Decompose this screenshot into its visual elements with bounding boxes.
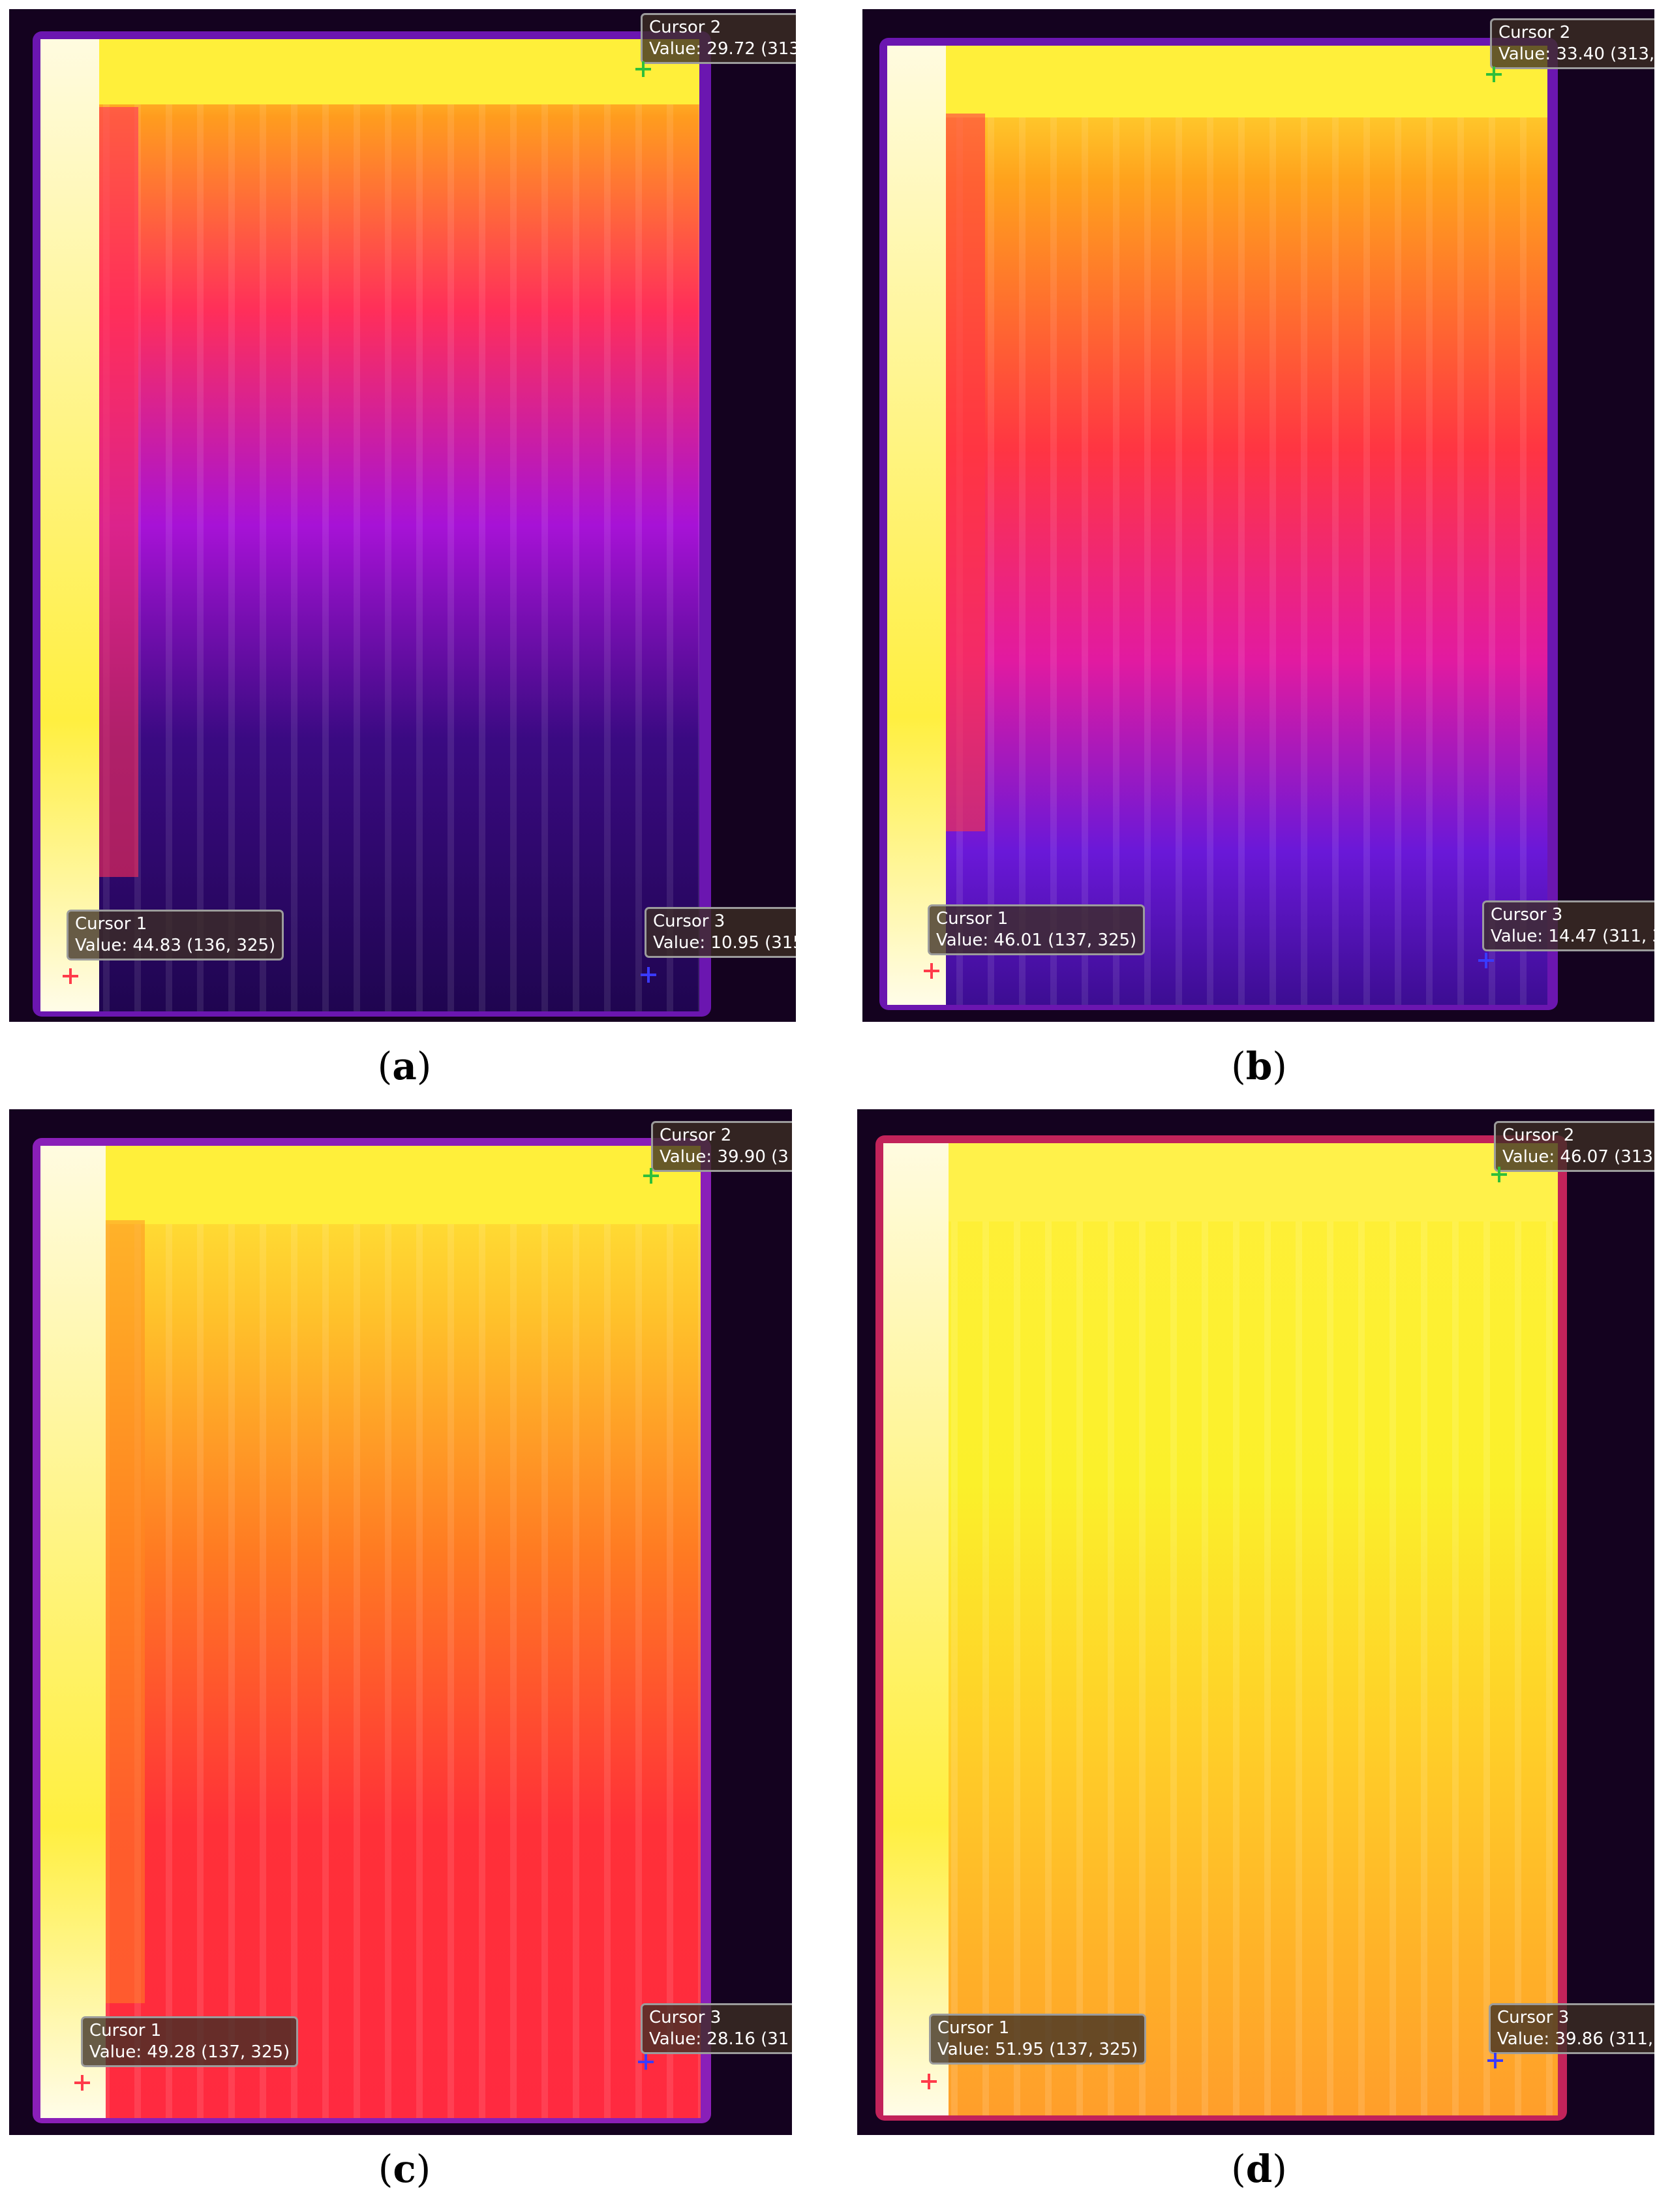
caption-a: (a) (377, 1044, 432, 1088)
cursor-3-label: Cursor 3 Value: 14.47 (311, 3 (1482, 900, 1654, 951)
cursor-1-marker-icon (61, 967, 80, 985)
cursor-3-name: Cursor 3 (653, 912, 725, 931)
cursor-3-value: Value: 10.95 (315 (653, 933, 796, 953)
cursor-2-value: Value: 39.90 (3 (660, 1147, 789, 1167)
cursor-3-marker-icon (1477, 951, 1495, 970)
cursor-3-name: Cursor 3 (1497, 2008, 1570, 2027)
cursor-3-label: Cursor 3 Value: 39.86 (311, (1489, 2003, 1654, 2054)
cursor-2-marker-icon (634, 60, 652, 78)
cursor-1-value: Value: 51.95 (137, 325) (937, 2040, 1138, 2059)
cursor-2-value: Value: 33.40 (313, (1498, 44, 1654, 64)
cursor-2-label: Cursor 2 Value: 46.07 (313 (1494, 1121, 1654, 1172)
cursor-2-marker-icon (642, 1167, 660, 1185)
cursor-2-name: Cursor 2 (649, 18, 722, 37)
cursor-2-label: Cursor 2 Value: 33.40 (313, (1490, 18, 1654, 69)
cursor-2-name: Cursor 2 (1502, 1126, 1575, 1145)
thermal-image-a: Cursor 2 Value: 29.72 (313, Cursor 1 Val… (9, 9, 796, 1022)
cursor-2-name: Cursor 2 (660, 1126, 732, 1145)
cursor-2-name: Cursor 2 (1498, 23, 1571, 42)
cursor-1-name: Cursor 1 (75, 914, 147, 934)
cursor-1-name: Cursor 1 (937, 2018, 1010, 2038)
thermal-image-d: Cursor 2 Value: 46.07 (313 Cursor 1 Valu… (857, 1109, 1654, 2135)
cursor-1-name: Cursor 1 (89, 2021, 162, 2040)
cursor-3-marker-icon (1486, 2051, 1504, 2070)
cursor-2-marker-icon (1490, 1165, 1508, 1184)
cursor-1-value: Value: 49.28 (137, 325) (89, 2042, 290, 2062)
thermal-radiator-d (857, 1109, 1654, 2135)
cursor-1-marker-icon (73, 2074, 91, 2092)
cursor-3-name: Cursor 3 (649, 2008, 722, 2027)
cursor-1-marker-icon (920, 2072, 938, 2091)
cursor-2-label: Cursor 2 Value: 39.90 (3 (651, 1121, 792, 1172)
cursor-3-label: Cursor 3 Value: 10.95 (315 (645, 907, 796, 958)
caption-d: (d) (1231, 2147, 1287, 2191)
cursor-3-marker-icon (639, 966, 658, 984)
thermal-radiator-b (862, 9, 1654, 1022)
cursor-1-marker-icon (922, 962, 941, 980)
cursor-2-value: Value: 29.72 (313, (649, 39, 796, 59)
cursor-2-label: Cursor 2 Value: 29.72 (313, (641, 13, 796, 64)
cursor-3-label: Cursor 3 Value: 28.16 (31 (641, 2003, 792, 2054)
cursor-3-value: Value: 14.47 (311, 3 (1491, 927, 1654, 946)
cursor-1-label: Cursor 1 Value: 44.83 (136, 325) (67, 910, 284, 960)
cursor-1-label: Cursor 1 Value: 46.01 (137, 325) (928, 904, 1146, 955)
thermal-radiator-a (9, 9, 796, 1022)
cursor-1-label: Cursor 1 Value: 51.95 (137, 325) (929, 2014, 1147, 2065)
cursor-1-name: Cursor 1 (936, 909, 1009, 929)
cursor-2-marker-icon (1485, 65, 1503, 84)
cursor-3-name: Cursor 3 (1491, 905, 1563, 925)
cursor-1-value: Value: 46.01 (137, 325) (936, 930, 1137, 950)
thermal-image-c: Cursor 2 Value: 39.90 (3 Cursor 1 Value:… (9, 1109, 792, 2135)
cursor-1-value: Value: 44.83 (136, 325) (75, 936, 276, 955)
caption-c: (c) (378, 2147, 431, 2191)
cursor-1-label: Cursor 1 Value: 49.28 (137, 325) (81, 2016, 299, 2067)
thermal-radiator-c (9, 1109, 792, 2135)
cursor-3-value: Value: 39.86 (311, (1497, 2029, 1654, 2049)
cursor-2-value: Value: 46.07 (313 (1502, 1147, 1653, 1167)
cursor-3-value: Value: 28.16 (31 (649, 2029, 789, 2049)
caption-b: (b) (1231, 1044, 1287, 1088)
thermal-image-b: Cursor 2 Value: 33.40 (313, Cursor 1 Val… (862, 9, 1654, 1022)
cursor-3-marker-icon (637, 2053, 655, 2071)
